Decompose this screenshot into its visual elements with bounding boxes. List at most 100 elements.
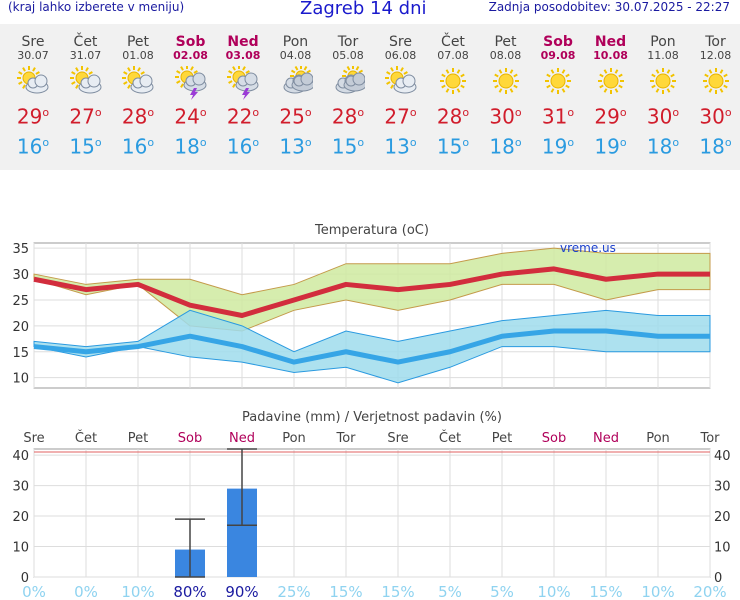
x-tick-label: Sre xyxy=(387,431,408,446)
day-name: Sob xyxy=(175,34,206,50)
day-date: 11.08 xyxy=(647,49,679,62)
probability-label: 10% xyxy=(641,583,674,600)
temperature-chart: 10 15 20 25 30 35 Temperatura (oC) vreme.us xyxy=(12,223,711,389)
day-date: 12.08 xyxy=(699,49,732,62)
min-temperature: 13o xyxy=(384,134,417,159)
forecast-day: Čet 07.08 28o 15o xyxy=(427,24,479,157)
min-temperature: 18o xyxy=(489,134,522,159)
plot-area xyxy=(33,448,711,578)
probability-label: 5% xyxy=(438,583,462,600)
x-tick-label: Sob xyxy=(178,431,202,446)
sun-cloud-icon xyxy=(121,66,155,96)
day-date: 09.08 xyxy=(540,49,576,62)
max-temperature: 29o xyxy=(594,104,627,129)
min-temperature: 15o xyxy=(69,134,102,159)
day-name: Sre xyxy=(21,34,45,50)
sun-icon xyxy=(646,66,680,96)
y-tick-label-right: 0 xyxy=(714,571,722,586)
day-name: Tor xyxy=(337,34,359,50)
probability-label: 25% xyxy=(277,583,310,600)
y-tick-label: 30 xyxy=(12,268,29,283)
y-tick-label-right: 30 xyxy=(714,480,731,495)
max-temperature: 29o xyxy=(16,104,50,129)
forecast-day: Sob 02.08 24o 18o xyxy=(165,24,217,157)
min-temperature: 16o xyxy=(16,134,50,159)
sun-icon xyxy=(436,66,470,96)
probability-label: 90% xyxy=(225,583,258,600)
probability-label: 0% xyxy=(22,583,46,600)
forecast-day: Sre 30.07 29o 16o xyxy=(7,24,59,157)
forecast-day: Tor 12.08 30o 18o xyxy=(690,24,740,157)
thunderstorm-icon xyxy=(174,65,208,100)
day-name: Ned xyxy=(227,34,259,50)
day-date: 01.08 xyxy=(122,49,154,62)
chart-title: Padavine (mm) / Verjetnost padavin (%) xyxy=(242,410,502,425)
forecast-day: Pet 08.08 30o 18o xyxy=(480,24,532,157)
day-name: Čet xyxy=(441,34,465,50)
y-tick-label: 10 xyxy=(12,372,29,387)
sun-icon xyxy=(541,66,575,96)
forecast-day: Ned 10.08 29o 19o xyxy=(585,24,637,157)
max-temperature: 30o xyxy=(489,104,522,129)
day-date: 07.08 xyxy=(437,49,469,62)
day-name: Čet xyxy=(73,34,98,50)
forecast-day: Sre 06.08 27o 13o xyxy=(375,24,427,157)
x-tick-label: Pon xyxy=(282,431,306,446)
max-temperature: 27o xyxy=(69,104,102,129)
max-temperature: 27o xyxy=(384,104,417,129)
page-title: Zagreb 14 dni xyxy=(300,0,427,19)
forecast-day: Ned 03.08 22o 16o xyxy=(217,24,269,157)
y-tick-label: 35 xyxy=(12,242,29,257)
x-tick-label: Tor xyxy=(699,431,720,446)
sun-icon xyxy=(699,66,733,96)
forecast-day: Pon 04.08 25o 13o xyxy=(270,24,322,157)
probability-label: 15% xyxy=(381,583,414,600)
y-tick-label: 25 xyxy=(12,294,29,309)
y-tick-label: 30 xyxy=(12,480,29,495)
day-date: 05.08 xyxy=(332,49,364,62)
probability-label: 5% xyxy=(490,583,514,600)
day-date: 02.08 xyxy=(173,49,208,62)
location-hint[interactable]: (kraj lahko izberete v meniju) xyxy=(8,0,185,14)
day-date: 31.07 xyxy=(69,49,102,62)
max-temperature: 30o xyxy=(699,104,732,129)
max-temperature: 28o xyxy=(436,104,470,129)
day-name: Sob xyxy=(543,34,573,50)
forecast-strip: Sre 30.07 29o 16o Čet 31.07 27o 15o Pet 01… xyxy=(0,24,740,170)
y-tick-label-right: 20 xyxy=(714,510,731,525)
max-temperature: 25o xyxy=(279,104,312,129)
min-temperature-range xyxy=(33,309,711,384)
min-temperature: 19o xyxy=(594,134,627,159)
min-temperature-line xyxy=(33,328,710,365)
max-temperature: 28o xyxy=(331,104,365,129)
cloudy-icon xyxy=(279,65,314,96)
forecast-day: Čet 31.07 27o 15o xyxy=(60,24,112,157)
probability-label: 15% xyxy=(589,583,622,600)
day-date: 03.08 xyxy=(225,49,261,62)
min-temperature: 15o xyxy=(436,134,470,159)
probability-label: 15% xyxy=(329,583,362,600)
probability-label: 10% xyxy=(537,583,570,600)
forecast-day: Pet 01.08 28o 16o xyxy=(112,24,164,157)
last-updated: Zadnja posodobitev: 30.07.2025 - 22:27 xyxy=(488,0,730,14)
forecast-day: Sob 09.08 31o 19o xyxy=(532,24,584,157)
max-temperature: 31o xyxy=(541,104,575,129)
x-tick-label: Čet xyxy=(439,430,461,446)
day-name: Pon xyxy=(650,34,676,50)
day-name: Sre xyxy=(389,34,412,50)
probability-label: 20% xyxy=(693,583,726,600)
min-temperature: 15o xyxy=(331,134,365,159)
min-temperature: 18o xyxy=(174,134,207,159)
chart-title: Temperatura (oC) xyxy=(314,223,429,238)
max-temperature: 22o xyxy=(226,104,260,129)
max-temperature: 24o xyxy=(174,104,207,129)
sun-icon xyxy=(594,66,628,96)
min-temperature: 13o xyxy=(279,134,312,159)
x-tick-label: Pet xyxy=(128,431,148,446)
day-date: 10.08 xyxy=(593,49,628,62)
precipitation-chart: Padavine (mm) / Verjetnost padavin (%) Sr… xyxy=(12,410,731,600)
x-tick-label: Ned xyxy=(593,431,619,446)
y-tick-label-right: 40 xyxy=(714,449,731,464)
sun-cloud-icon xyxy=(384,66,418,96)
min-temperature: 19o xyxy=(541,134,575,159)
